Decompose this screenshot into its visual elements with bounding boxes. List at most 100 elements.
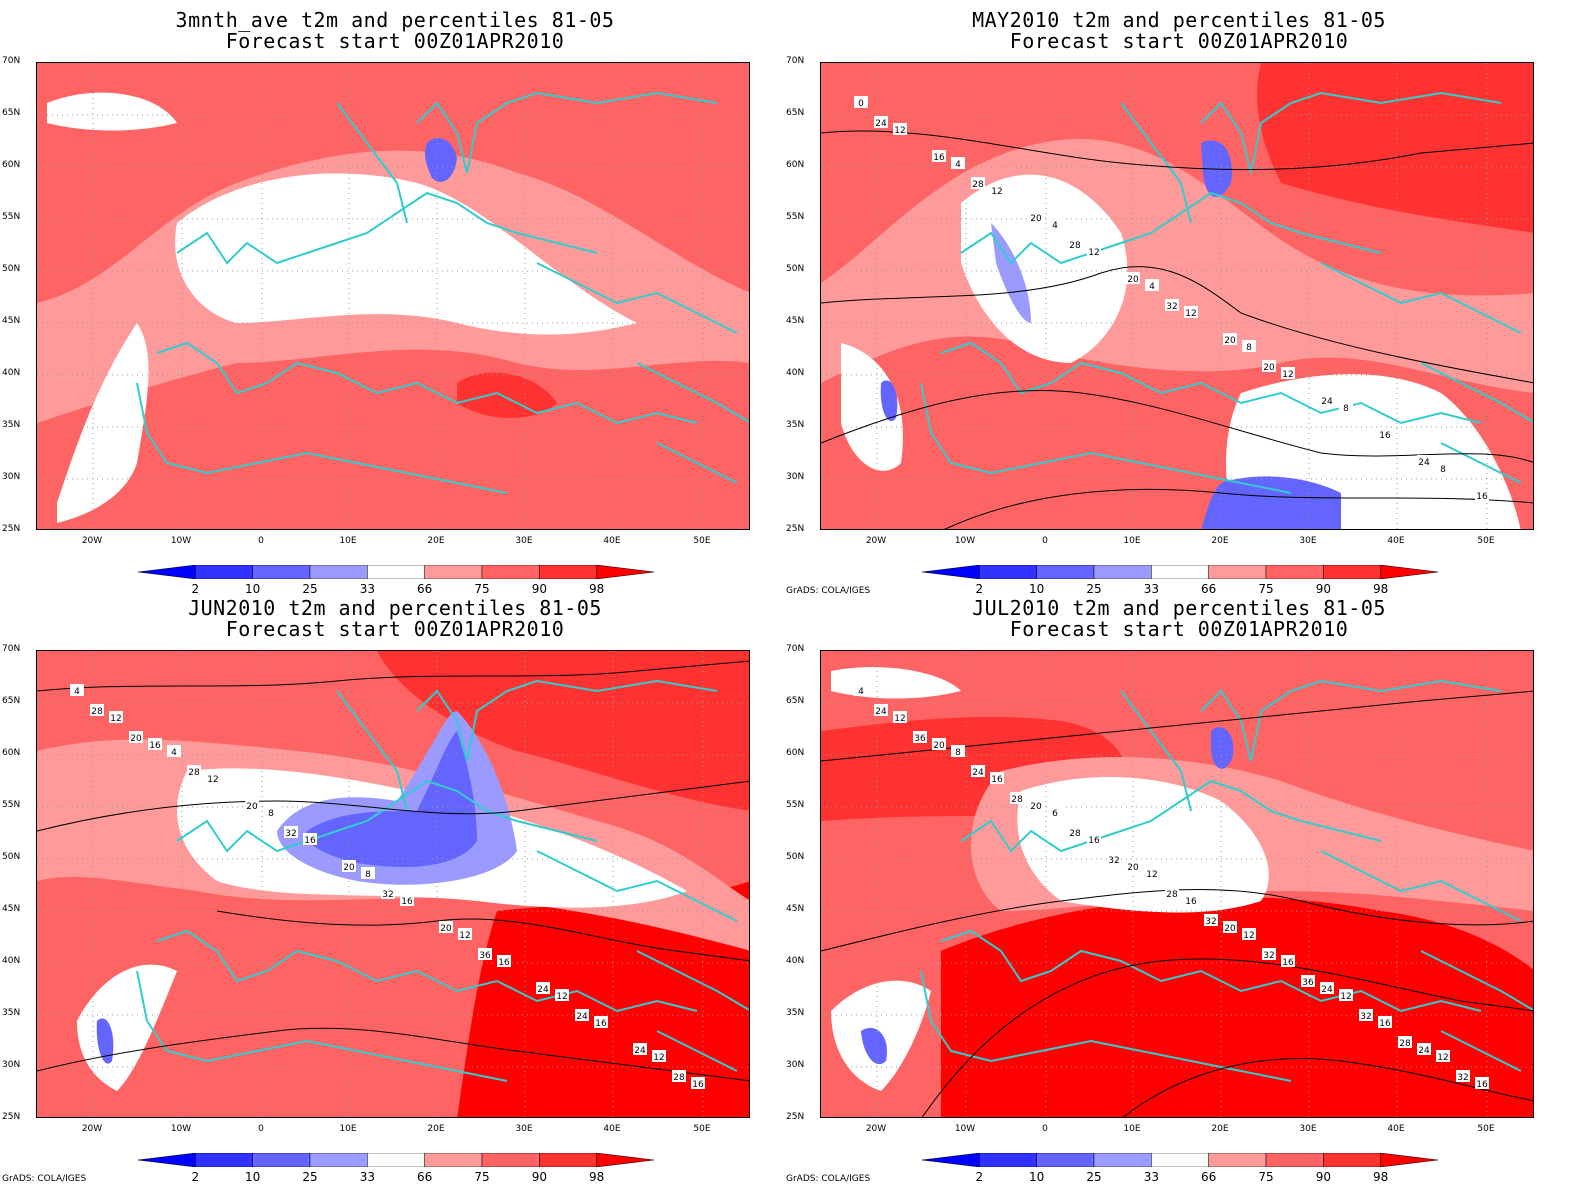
latitude-label: 60N [786,748,805,758]
latitude-label: 65N [786,108,805,118]
longitude-label: 20W [865,536,887,546]
longitude-label: 40E [1387,1124,1405,1134]
latitude-label: 45N [786,316,805,326]
longitude-label: 10E [339,536,357,546]
svg-text:20: 20 [440,924,452,934]
longitude-label: 20W [81,536,103,546]
contour-label: 32 [1107,853,1121,866]
svg-text:28: 28 [1166,890,1178,900]
contour-label: 20 [1126,272,1140,285]
svg-text:32: 32 [1205,917,1216,927]
contour-label: 4 [854,684,868,697]
panel-title: 3mnth_ave t2m and percentiles 81-05 [175,8,615,32]
svg-text:16: 16 [692,1080,704,1090]
panel-title: JUN2010 t2m and percentiles 81-05 [188,596,602,620]
svg-text:28: 28 [1011,795,1023,805]
longitude-label: 50E [1477,536,1495,546]
colorbar-label: 75 [1258,582,1274,596]
latitude-label: 55N [786,800,805,810]
svg-text:20: 20 [246,802,258,812]
colorbar-segment [1093,564,1152,580]
contour-label: 24 [536,982,550,995]
temperature-contour [821,389,1533,463]
contour-label: 16 [1378,1016,1392,1029]
contour-label: 24 [1417,1043,1431,1056]
contour-label: 32 [1262,948,1276,961]
svg-text:8: 8 [1440,465,1446,475]
grid [821,63,1533,529]
contour-label: 12 [1184,306,1198,319]
contour-label: 36 [913,731,927,744]
svg-text:32: 32 [1360,1012,1371,1022]
longitude-label: 10E [339,1124,357,1134]
longitude-label: 50E [693,1124,711,1134]
longitude-label: 20E [427,1124,445,1134]
contour-label: 8 [1436,462,1450,475]
longitude-label: 40E [603,536,621,546]
temperature-contour [821,266,1533,384]
contour-label: 20 [1223,333,1237,346]
colorbar-segment [481,564,540,580]
colorbar-label: 33 [359,582,375,596]
contour-label: 16 [497,955,511,968]
grads-credit: GrADS: COLA/IGES [786,1174,871,1184]
colorbar-segment [424,1152,483,1168]
contour-label: 12 [555,989,569,1002]
colorbar-label: 90 [1315,1170,1331,1184]
svg-text:24: 24 [634,1046,646,1056]
colorbar-segment [309,564,368,580]
contour-label: 12 [652,1050,666,1063]
colorbar-segment [596,564,655,580]
svg-text:12: 12 [1243,931,1254,941]
latitude-label: 30N [786,472,805,482]
svg-text:20: 20 [343,863,355,873]
colorbar-segment [137,564,196,580]
contour-label: 20 [245,799,259,812]
svg-text:12: 12 [894,714,905,724]
colorbar-label: 25 [302,582,318,596]
percentile-region [1017,777,1269,913]
svg-text:16: 16 [498,958,510,968]
map-area: 4 4 8 8 12 12 12 12 12 16 16 16 16 16 16 20 20 20 24 24 28 28… [36,650,750,1118]
contour-label: 28 [187,765,201,778]
svg-text:16: 16 [304,836,316,846]
colorbar-segment [252,564,311,580]
percentile-region [1201,476,1341,529]
svg-text:12: 12 [1146,870,1157,880]
contour-label: 4 [1048,218,1062,231]
latitude-label: 30N [2,1060,21,1070]
contour-label: 12 [1242,928,1256,941]
grads-credit: GrADS: COLA/IGES [2,1174,87,1184]
contour-label: 32 [1204,914,1218,927]
svg-text:12: 12 [1437,1053,1448,1063]
coastline [136,91,749,494]
colorbar [921,564,1439,580]
svg-text:28: 28 [673,1073,685,1083]
contour-label: 20 [1029,799,1043,812]
contour-label: 20 [129,731,143,744]
contour-label: 32 [1359,1009,1373,1022]
contour-label: 12 [893,123,907,136]
svg-text:24: 24 [875,119,887,129]
percentile-region [96,1018,114,1064]
contour-label: 16 [1378,428,1392,441]
colorbar-segment [367,564,425,580]
colorbar [921,1152,1439,1168]
contour-label: 28 [90,704,104,717]
coastline [920,91,1533,494]
svg-text:32: 32 [1263,951,1274,961]
contour-label: 28 [1398,1036,1412,1049]
svg-text:16: 16 [1185,897,1197,907]
contour-label: 20 [439,921,453,934]
latitude-label: 65N [786,696,805,706]
colorbar-segment [1151,564,1209,580]
colorbar-label: 33 [1143,582,1159,596]
grid [821,651,1533,1117]
latitude-label: 25N [786,1112,805,1122]
contour-label: 8 [1242,340,1256,353]
contour-label: 28 [1010,792,1024,805]
longitude-label: 20E [1211,536,1229,546]
latitude-label: 25N [2,1112,21,1122]
contour-label: 6 [1048,806,1062,819]
latitude-label: 60N [2,748,21,758]
